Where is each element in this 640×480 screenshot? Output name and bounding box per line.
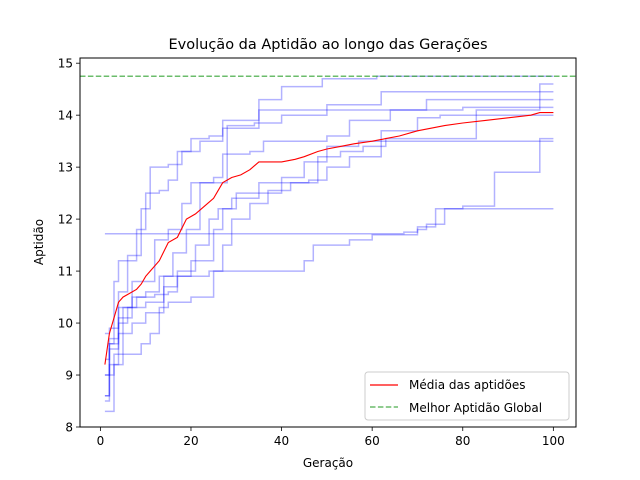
x-tick-label: 100 — [542, 434, 565, 448]
run-line-7 — [104, 137, 554, 235]
y-tick-label: 11 — [58, 265, 73, 279]
run-line-4 — [104, 98, 554, 376]
run-line-2 — [104, 75, 554, 402]
y-tick-label: 15 — [58, 57, 73, 71]
y-tick-label: 13 — [58, 161, 73, 175]
y-tick-label: 9 — [65, 369, 73, 383]
run-line-1 — [104, 91, 554, 397]
run-lines — [104, 75, 554, 413]
x-tick-label: 80 — [455, 434, 470, 448]
x-tick-label: 20 — [183, 434, 198, 448]
run-line-6 — [104, 83, 554, 335]
x-tick-label: 0 — [97, 434, 105, 448]
x-tick-label: 40 — [274, 434, 289, 448]
run-line-5 — [104, 140, 554, 361]
y-tick-label: 12 — [58, 213, 73, 227]
x-tick-label: 60 — [365, 434, 380, 448]
run-line-8 — [104, 207, 554, 397]
x-axis-ticks: 0 20 40 60 80 100 — [97, 427, 565, 448]
run-line-3 — [104, 106, 554, 413]
y-tick-label: 8 — [65, 421, 73, 435]
x-axis-title: Geração — [303, 456, 353, 470]
legend-box — [364, 371, 570, 421]
y-tick-label: 10 — [58, 317, 73, 331]
legend: Média das aptidões Melhor Aptidão Global — [364, 371, 570, 421]
y-axis-ticks: 8 9 10 11 12 13 14 15 — [58, 57, 80, 435]
y-tick-label: 14 — [58, 109, 73, 123]
legend-global-best-label: Melhor Aptidão Global — [409, 401, 542, 415]
y-axis-title: Aptidão — [32, 219, 46, 265]
average-line-group — [104, 112, 554, 365]
chart-title: Evolução da Aptidão ao longo das Geraçõe… — [169, 37, 488, 53]
average-fitness-line — [104, 112, 554, 365]
legend-average-label: Média das aptidões — [409, 378, 526, 392]
plot-frame — [79, 57, 577, 428]
